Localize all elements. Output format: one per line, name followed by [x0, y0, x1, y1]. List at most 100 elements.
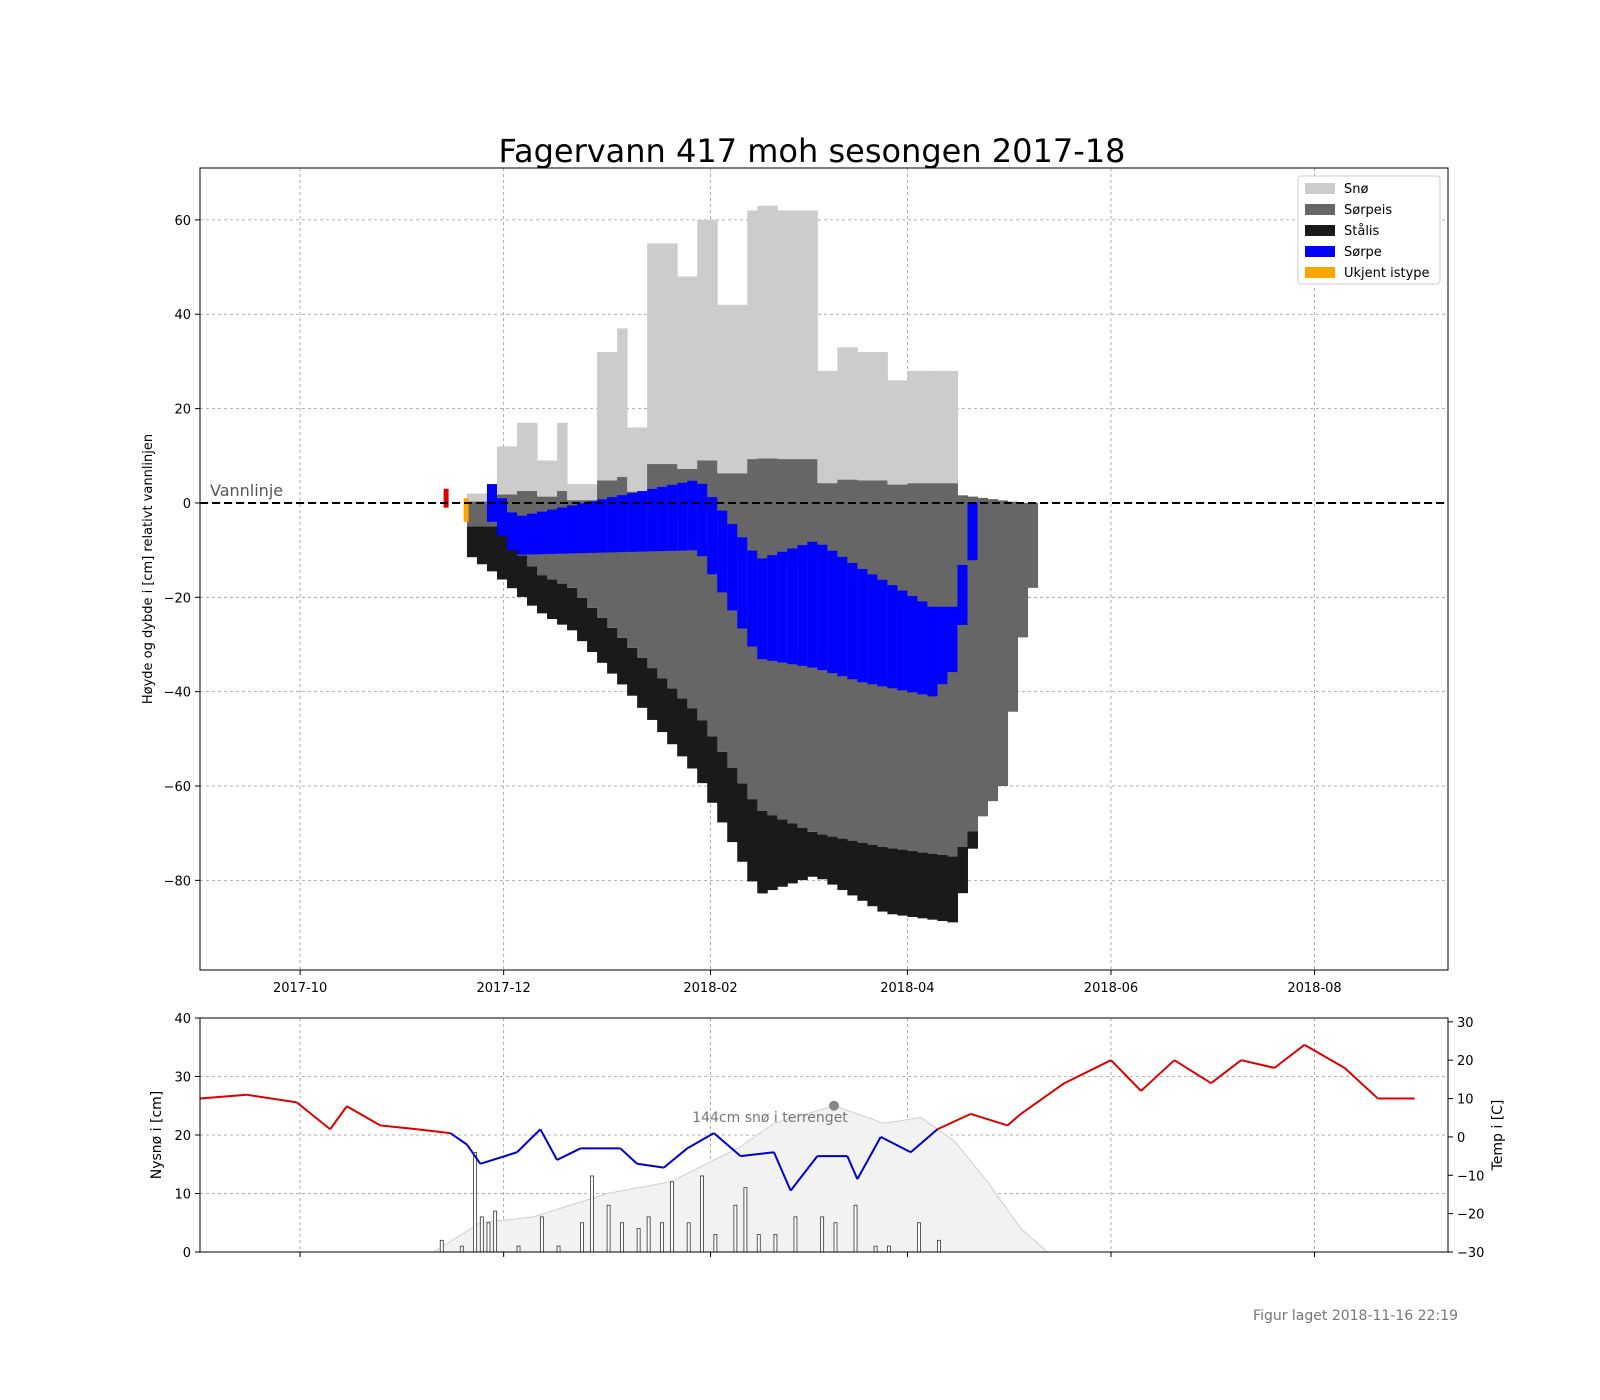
- stalis-bar: [687, 708, 698, 769]
- main-frame: [199, 167, 1449, 971]
- lower-ytick-right-label: −10: [1457, 1169, 1484, 1184]
- new-snow-bar: [937, 1239, 941, 1253]
- legend-label-ukjent: Ukjent istype: [1344, 266, 1430, 281]
- legend-swatch-sno: [1305, 183, 1335, 194]
- stalis-bar: [627, 647, 638, 696]
- new-snow-bar: [486, 1222, 491, 1253]
- lower-ytick-right-label: −20: [1457, 1208, 1484, 1223]
- main-xtick-label: 2017-12: [476, 981, 530, 996]
- main-xtick-label: 2018-08: [1287, 981, 1341, 996]
- temperature-segment: [789, 1155, 819, 1192]
- new-snow-bar: [539, 1216, 544, 1253]
- sorpe-bar: [857, 569, 868, 683]
- stalis-bar: [767, 815, 778, 891]
- sno-bar: [466, 493, 478, 502]
- lower-ytick-label: 30: [174, 1071, 191, 1086]
- sorpe-bar: [757, 558, 768, 660]
- sno-bar: [917, 370, 928, 484]
- temperature-segment: [380, 1124, 418, 1131]
- sorpeis-bar: [677, 468, 688, 699]
- sno-bar: [797, 210, 808, 460]
- sno-bar: [767, 205, 778, 459]
- stalis-bar: [917, 852, 928, 919]
- stalis-bar: [527, 566, 538, 606]
- sorpe-bar: [937, 606, 948, 685]
- main-ytick-label: 60: [174, 214, 191, 229]
- sorpe-bar: [697, 483, 708, 557]
- stalis-bar: [797, 827, 808, 881]
- sorpe-bar: [587, 501, 598, 553]
- sno-bar: [947, 370, 958, 484]
- sno-bar: [807, 210, 818, 460]
- sorpeis-bar: [627, 491, 638, 648]
- stalis-bar: [827, 836, 838, 885]
- stalis-bar: [847, 840, 858, 896]
- sno-bar: [737, 304, 748, 474]
- stalis-bar: [517, 555, 528, 597]
- sno-bar: [877, 351, 888, 481]
- sorpeis-bar: [637, 491, 648, 658]
- temperature-segment: [1020, 1082, 1065, 1115]
- sorpe-bar: [777, 551, 788, 663]
- stalis-bar: [717, 751, 728, 823]
- stalis-bar: [667, 688, 678, 745]
- legend: Snø Sørpeis Stålis Sørpe Ukjent istype: [1297, 175, 1441, 285]
- sno-bar: [577, 484, 588, 501]
- new-snow-bar: [556, 1245, 561, 1253]
- temperature-segment: [1140, 1059, 1176, 1092]
- stalis-bar: [657, 678, 668, 733]
- legend-label-sorpeis: Sørpeis: [1344, 203, 1392, 218]
- sno-bar: [727, 304, 738, 474]
- sorpeis-bar: [717, 473, 728, 752]
- legend-swatch-ukjent: [1305, 267, 1335, 278]
- sno-bar: [697, 219, 708, 461]
- temperature-segment: [1006, 1113, 1022, 1127]
- new-snow-bar: [636, 1228, 641, 1253]
- new-snow-bar: [459, 1245, 464, 1253]
- sorpe-bar: [787, 548, 798, 665]
- sno-bar: [537, 460, 548, 497]
- new-snow-bar: [773, 1234, 778, 1253]
- lower-ytick-label: 0: [183, 1246, 191, 1261]
- sorpe-bar: [677, 482, 688, 551]
- temperature-segment: [1343, 1067, 1379, 1100]
- sno-bar: [617, 328, 628, 477]
- temperature-segment: [516, 1128, 542, 1153]
- temperature-segment: [1173, 1059, 1212, 1085]
- temperature-segment: [199, 1093, 247, 1100]
- main-xtick-label: 2017-10: [273, 981, 327, 996]
- temperature-segment: [619, 1147, 638, 1165]
- new-snow-bar: [670, 1181, 674, 1253]
- main-ytick-label: 40: [174, 308, 191, 323]
- legend-swatch-sorpeis: [1305, 204, 1335, 215]
- sorpeis-bar: [657, 464, 668, 679]
- legend-swatch-stalis: [1305, 225, 1335, 236]
- sno-bar: [597, 351, 608, 481]
- sorpe-bar: [767, 555, 778, 661]
- stalis-bar: [857, 842, 868, 901]
- chart-title: Fagervann 417 moh sesongen 2017-18: [498, 132, 1125, 170]
- sorpeis-bar: [587, 500, 598, 608]
- stalis-bar: [837, 838, 848, 891]
- stalis-bar: [697, 720, 708, 784]
- sno-bar: [517, 422, 528, 491]
- main-ylabel: Høyde og dybde i [cm] relativt vannlinje…: [141, 434, 156, 704]
- sno-bar: [707, 219, 718, 461]
- sorpe-bar: [917, 601, 928, 695]
- sorpe-bar: [577, 503, 588, 554]
- temperature-segment: [1240, 1059, 1275, 1069]
- new-snow-bar: [590, 1175, 594, 1253]
- temperature-segment: [539, 1128, 558, 1161]
- main-ytick-label: 0: [183, 497, 191, 512]
- new-snow-bar: [820, 1216, 825, 1253]
- temperature-segment: [480, 1151, 518, 1165]
- sorpe-bar: [597, 499, 608, 553]
- sorpe-bar: [967, 502, 978, 561]
- new-snow-bar: [580, 1222, 584, 1253]
- sno-bar: [827, 370, 838, 484]
- terrain-snow-annotation: 144cm snø i terrenget: [692, 1110, 848, 1126]
- new-snow-bar: [660, 1222, 664, 1253]
- sorpeis-bar: [697, 460, 708, 721]
- sorpe-bar: [637, 491, 648, 552]
